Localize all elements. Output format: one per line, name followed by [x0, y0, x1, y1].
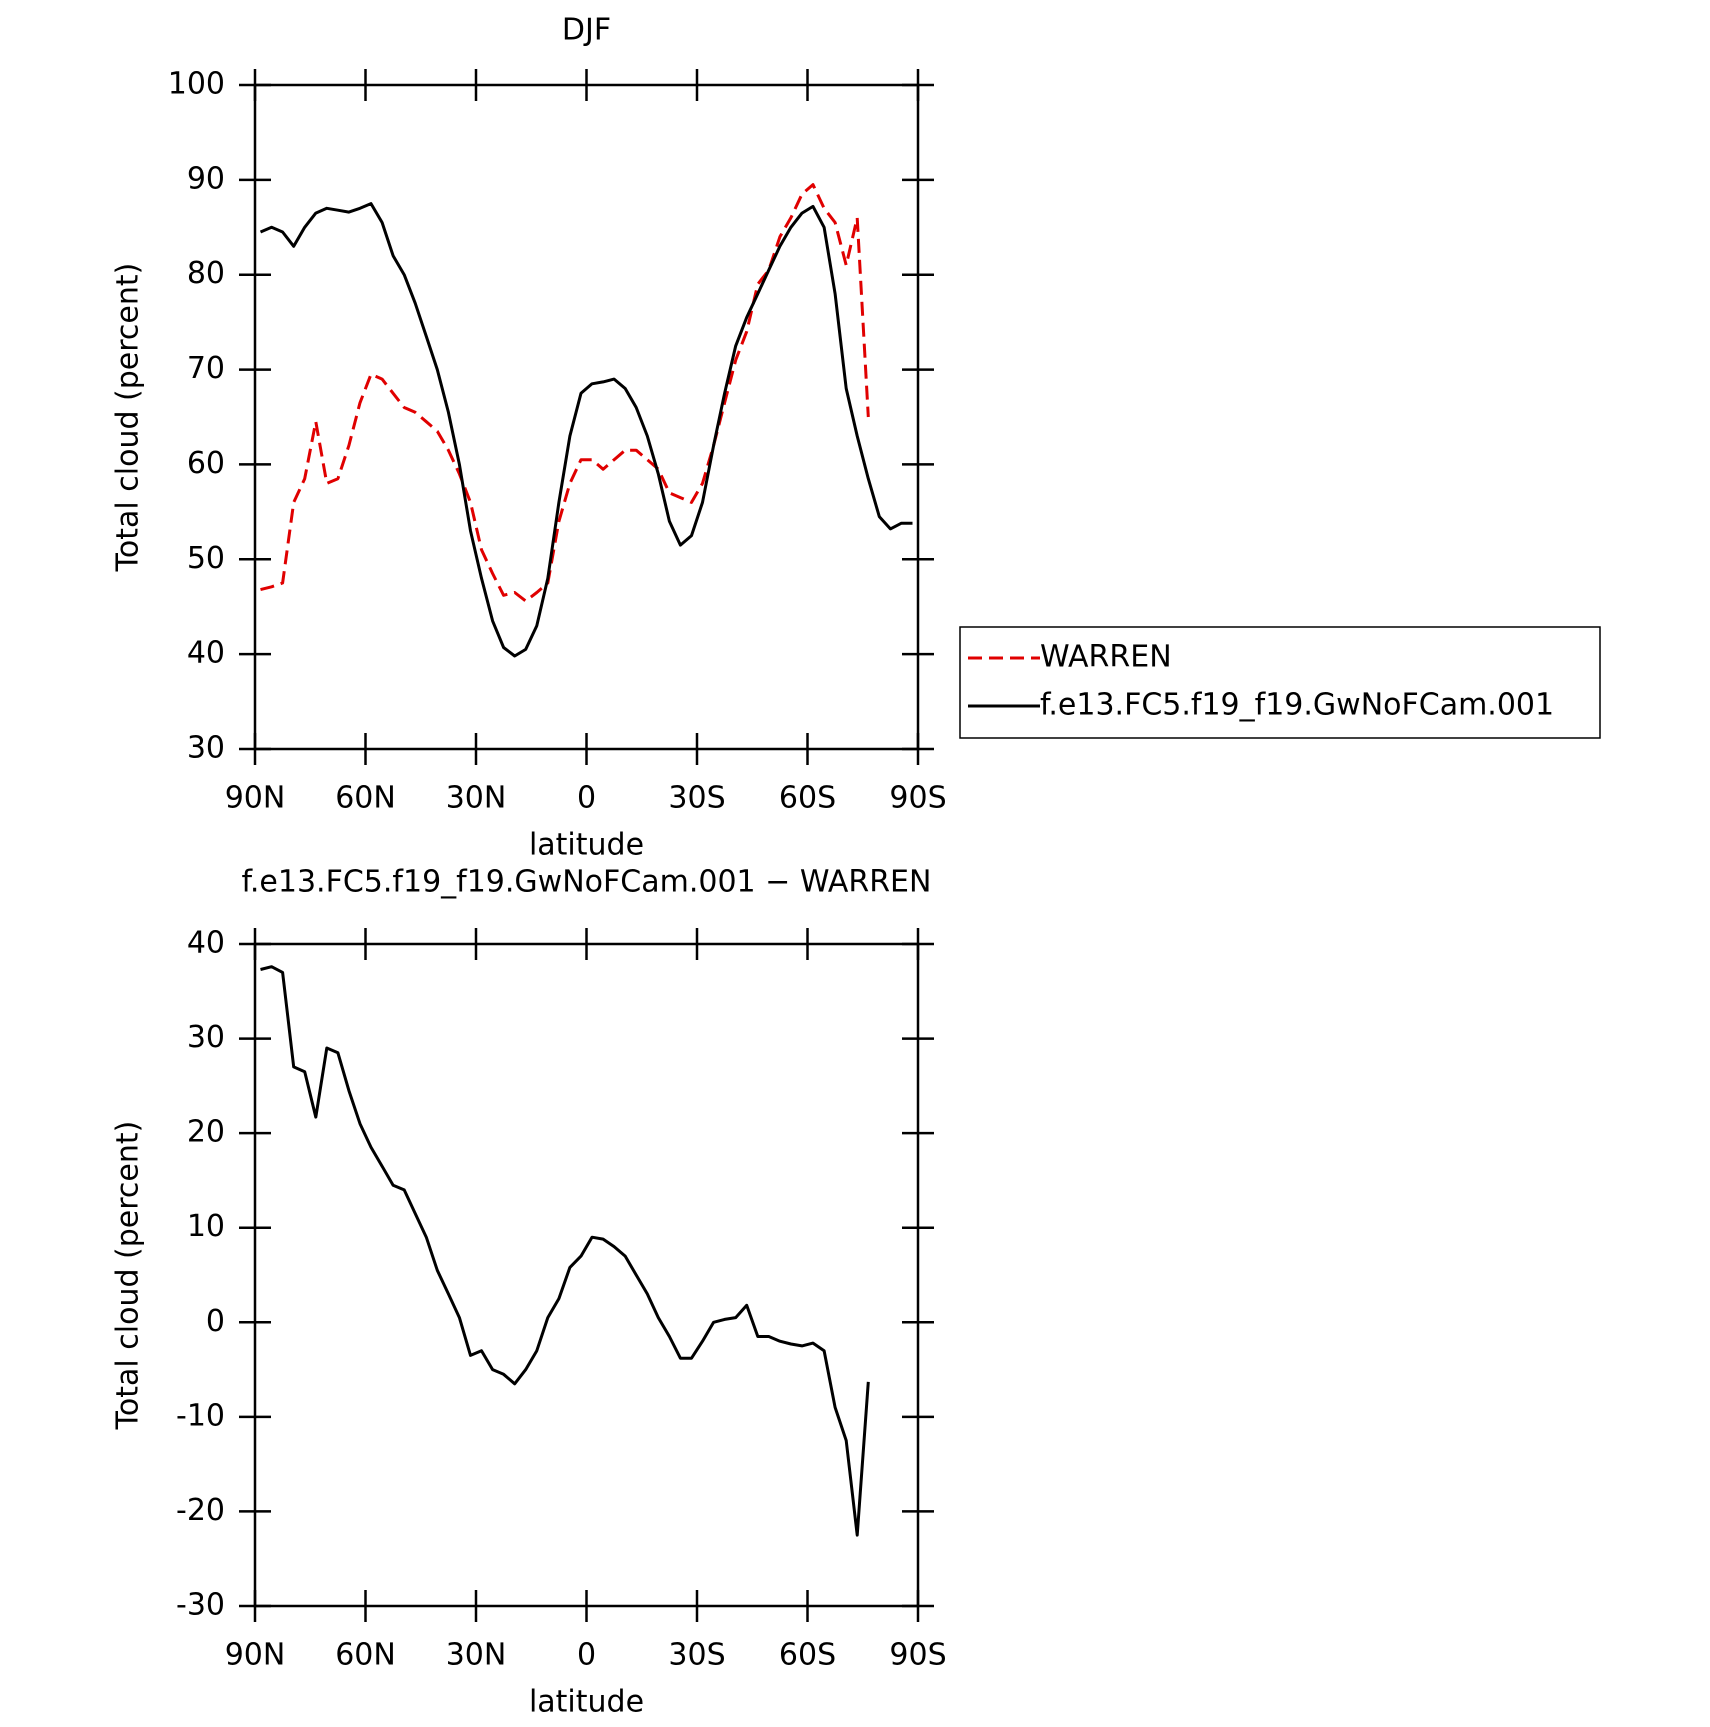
x-tick-label: 60S: [779, 1638, 836, 1673]
legend-box: [959, 626, 1601, 739]
x-tick-label: 0: [577, 781, 596, 816]
x-tick-label: 60N: [335, 781, 396, 816]
x-tick-label: 0: [577, 1638, 596, 1673]
y-tick-label: 80: [187, 256, 225, 291]
x-tick-label: 90S: [889, 781, 946, 816]
legend-label: WARREN: [1040, 640, 1172, 675]
plot-frame: [253, 942, 920, 1608]
y-tick-label: 40: [187, 926, 225, 961]
legend-label: f.e13.FC5.f19_f19.GwNoFCam.001: [1040, 688, 1554, 723]
x-tick-label: 90N: [225, 781, 286, 816]
y-tick-label: 20: [187, 1115, 225, 1150]
y-axis-label: Total cloud (percent): [111, 263, 146, 573]
x-tick-label: 60S: [779, 781, 836, 816]
y-tick-label: 70: [187, 351, 225, 386]
y-tick-label: 40: [187, 636, 225, 671]
y-tick-label: -20: [176, 1493, 225, 1528]
data-line: [260, 965, 870, 1537]
x-tick-label: 30S: [668, 1638, 725, 1673]
chart-title: f.e13.FC5.f19_f19.GwNoFCam.001 − WARREN: [242, 865, 932, 900]
x-tick-label: 30N: [446, 781, 507, 816]
y-tick-label: 100: [168, 67, 225, 102]
chart-title: DJF: [562, 13, 611, 48]
y-tick-label: 30: [187, 1020, 225, 1055]
x-tick-label: 30S: [668, 781, 725, 816]
y-tick-label: 10: [187, 1209, 225, 1244]
y-tick-label: 30: [187, 731, 225, 766]
x-axis-label: latitude: [529, 828, 644, 863]
x-tick-label: 90S: [889, 1638, 946, 1673]
x-tick-label: 90N: [225, 1638, 286, 1673]
y-tick-label: 60: [187, 446, 225, 481]
y-tick-label: -10: [176, 1398, 225, 1433]
y-tick-label: 50: [187, 541, 225, 576]
x-tick-label: 30N: [446, 1638, 507, 1673]
y-axis-label: Total cloud (percent): [111, 1121, 146, 1431]
y-tick-label: -30: [176, 1588, 225, 1623]
y-tick-label: 90: [187, 161, 225, 196]
data-line: [259, 202, 913, 658]
plot-frame: [253, 83, 920, 751]
data-line: [260, 183, 870, 603]
x-axis-label: latitude: [529, 1685, 644, 1720]
y-tick-label: 0: [206, 1304, 225, 1339]
x-tick-label: 60N: [335, 1638, 396, 1673]
